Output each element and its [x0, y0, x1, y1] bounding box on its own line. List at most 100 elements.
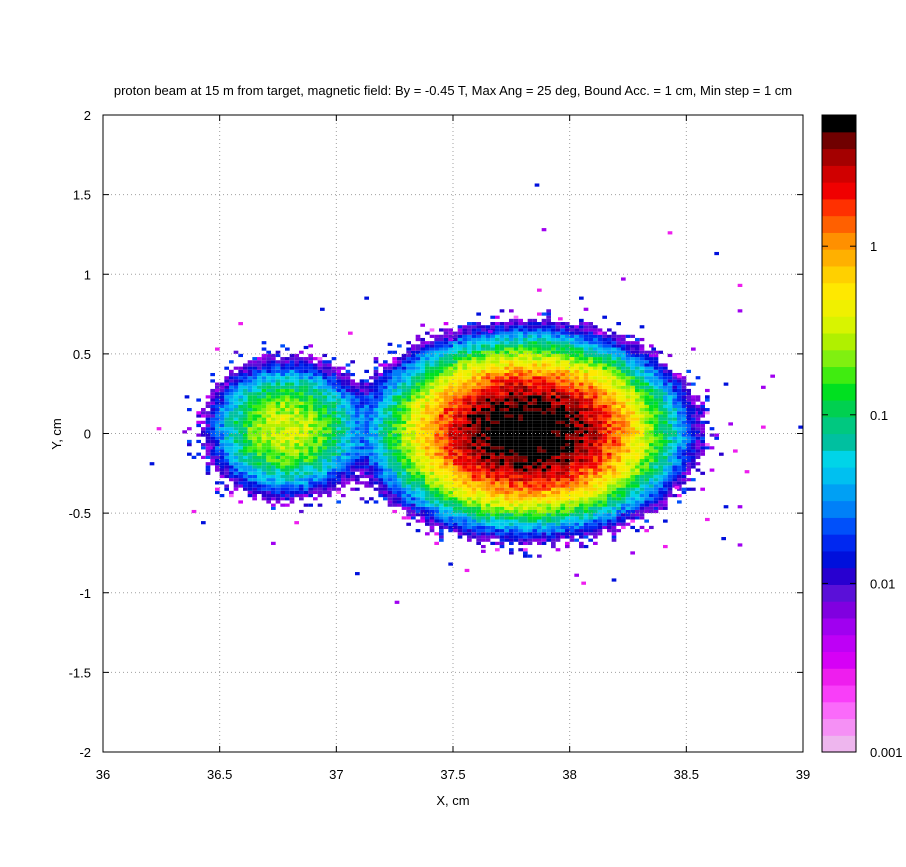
heatmap-cell [401, 379, 407, 383]
heatmap-cell [341, 462, 346, 466]
heatmap-cell [303, 443, 309, 447]
heatmap-cell [378, 468, 383, 472]
heatmap-cell [602, 347, 607, 351]
heatmap-cell [611, 449, 617, 453]
heatmap-cell [359, 392, 365, 396]
heatmap-cell [499, 328, 505, 332]
heatmap-cell [261, 430, 267, 434]
heatmap-cell [299, 474, 304, 479]
heatmap-cell [453, 347, 458, 351]
heatmap-cell [327, 414, 332, 418]
heatmap-cell [443, 420, 449, 424]
heatmap-cell [243, 468, 248, 472]
heatmap-cell [439, 337, 444, 342]
heatmap-cell [467, 350, 472, 354]
heatmap-cell [457, 449, 463, 453]
heatmap-cell [541, 408, 547, 412]
heatmap-cell [509, 325, 514, 329]
heatmap-cell [579, 465, 584, 469]
heatmap-cell [555, 392, 561, 396]
heatmap-cell [485, 376, 491, 380]
heatmap-cell [280, 458, 285, 463]
heatmap-cell [453, 331, 458, 335]
heatmap-cell [303, 468, 309, 472]
heatmap-cell [401, 481, 407, 485]
heatmap-cell [467, 449, 472, 453]
heatmap-cell [448, 446, 453, 450]
heatmap-cell [238, 430, 243, 434]
heatmap-cell [546, 481, 551, 485]
heatmap-cell [261, 392, 267, 396]
heatmap-cell [579, 372, 584, 377]
heatmap-cell [420, 439, 425, 444]
heatmap-cell [574, 522, 579, 526]
heatmap-cell [392, 443, 397, 447]
heatmap-cell [490, 334, 495, 338]
heatmap-cell [345, 430, 351, 434]
heatmap-cell [518, 395, 523, 399]
heatmap-cell [532, 503, 537, 507]
heatmap-cell [229, 379, 234, 383]
heatmap-cell [359, 497, 365, 501]
heatmap-cell [462, 353, 467, 358]
heatmap-cell [429, 404, 435, 409]
heatmap-cell [555, 347, 561, 351]
heatmap-cell [481, 465, 486, 469]
heatmap-cell [257, 449, 262, 453]
heatmap-cell [490, 372, 495, 377]
heatmap-cell [462, 382, 467, 386]
heatmap-cell [611, 529, 617, 533]
heatmap-cell [569, 535, 575, 539]
heatmap-cell [611, 341, 617, 345]
heatmap-cell [415, 503, 421, 507]
heatmap-cell [588, 379, 593, 383]
heatmap-cell [579, 494, 584, 498]
heatmap-cell [369, 395, 374, 399]
heatmap-cell [317, 468, 323, 472]
heatmap-cell [574, 436, 579, 440]
heatmap-cell [476, 341, 481, 345]
heatmap-cell [247, 494, 253, 498]
heatmap-cell [406, 427, 411, 431]
heatmap-cell [621, 337, 626, 342]
heatmap-cell [425, 478, 430, 482]
heatmap-cell [303, 369, 309, 373]
heatmap-cell [415, 376, 421, 380]
heatmap-cell [336, 436, 341, 440]
heatmap-cell [411, 474, 416, 479]
heatmap-cell [224, 376, 229, 380]
heatmap-cell [434, 392, 439, 396]
heatmap-cell [317, 363, 323, 367]
heatmap-cell [462, 468, 467, 472]
heatmap-cell [523, 427, 528, 431]
heatmap-cell [350, 449, 355, 453]
heatmap-cell [509, 509, 514, 514]
heatmap-cell [397, 481, 402, 485]
heatmap-cell [434, 337, 439, 342]
heatmap-cell [471, 382, 477, 386]
heatmap-cell [420, 347, 425, 351]
heatmap-cell [527, 395, 533, 399]
heatmap-cell [308, 449, 313, 453]
heatmap-cell [429, 497, 435, 501]
heatmap-cell [495, 344, 500, 348]
heatmap-cell [271, 414, 276, 418]
heatmap-cell [481, 376, 486, 380]
heatmap-cell [266, 481, 271, 485]
heatmap-cell [266, 357, 271, 361]
heatmap-cell [201, 455, 206, 459]
heatmap-cell [294, 411, 299, 415]
heatmap-cell [616, 506, 621, 510]
heatmap-cell [275, 414, 281, 418]
heatmap-cell [625, 430, 631, 434]
heatmap-cell [443, 525, 449, 530]
heatmap-cell [420, 379, 425, 383]
heatmap-cell [467, 538, 472, 542]
heatmap-cell [401, 471, 407, 475]
heatmap-cell [224, 411, 229, 415]
heatmap-cell [625, 385, 631, 389]
heatmap-cell [579, 328, 584, 332]
heatmap-cell [383, 449, 388, 453]
heatmap-cell [607, 436, 612, 440]
heatmap-cell [224, 408, 229, 412]
